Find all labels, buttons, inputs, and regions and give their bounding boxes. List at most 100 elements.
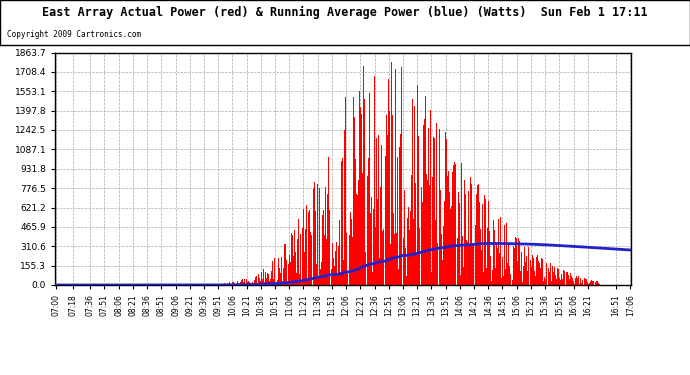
Bar	[298, 219, 299, 285]
Bar	[493, 220, 495, 285]
Bar	[295, 252, 296, 285]
Bar	[442, 260, 443, 285]
Bar	[560, 280, 561, 285]
Bar	[590, 281, 591, 285]
Bar	[582, 282, 584, 285]
Bar	[394, 234, 395, 285]
Bar	[463, 267, 464, 285]
Bar	[591, 280, 592, 285]
Bar	[375, 226, 376, 285]
Bar	[439, 196, 440, 285]
Bar	[234, 282, 235, 285]
Bar	[468, 190, 469, 285]
Bar	[511, 241, 513, 285]
Bar	[343, 260, 344, 285]
Bar	[513, 246, 514, 285]
Bar	[354, 117, 355, 285]
Bar	[559, 278, 560, 285]
Bar	[481, 250, 482, 285]
Bar	[244, 279, 245, 285]
Bar	[504, 225, 505, 285]
Bar	[419, 228, 420, 285]
Bar	[242, 279, 244, 285]
Bar	[268, 274, 269, 285]
Bar	[539, 263, 540, 285]
Bar	[533, 258, 534, 285]
Bar	[429, 185, 430, 285]
Bar	[381, 145, 382, 285]
Text: East Array Actual Power (red) & Running Average Power (blue) (Watts)  Sun Feb 1 : East Array Actual Power (red) & Running …	[42, 6, 648, 19]
Bar	[401, 67, 402, 285]
Bar	[526, 271, 528, 285]
Bar	[371, 196, 372, 285]
Bar	[410, 211, 411, 285]
Bar	[388, 79, 389, 285]
Bar	[218, 284, 219, 285]
Bar	[400, 134, 401, 285]
Bar	[264, 282, 265, 285]
Bar	[538, 261, 539, 285]
Bar	[424, 119, 425, 285]
Bar	[254, 280, 255, 285]
Bar	[212, 284, 213, 285]
Bar	[540, 268, 541, 285]
Bar	[302, 228, 303, 285]
Bar	[328, 210, 330, 285]
Bar	[342, 158, 343, 285]
Bar	[546, 261, 547, 285]
Bar	[320, 269, 321, 285]
Bar	[446, 140, 447, 285]
Text: Copyright 2009 Cartronics.com: Copyright 2009 Cartronics.com	[7, 30, 141, 39]
Bar	[426, 174, 427, 285]
Bar	[447, 176, 448, 285]
Bar	[384, 256, 386, 285]
Bar	[333, 258, 334, 285]
Bar	[544, 279, 546, 285]
Bar	[376, 138, 377, 285]
Bar	[433, 137, 434, 285]
Bar	[407, 218, 408, 285]
Bar	[552, 266, 553, 285]
Bar	[249, 282, 250, 285]
Bar	[373, 209, 374, 285]
Bar	[283, 268, 284, 285]
Bar	[315, 211, 316, 285]
Bar	[467, 242, 468, 285]
Bar	[228, 284, 229, 285]
Bar	[444, 201, 445, 285]
Bar	[516, 238, 517, 285]
Bar	[440, 190, 442, 285]
Bar	[247, 282, 248, 285]
Bar	[392, 115, 393, 285]
Bar	[455, 267, 457, 285]
Bar	[280, 273, 282, 285]
Bar	[353, 97, 354, 285]
Bar	[360, 107, 361, 285]
Bar	[489, 231, 490, 285]
Bar	[289, 255, 290, 285]
Bar	[585, 279, 586, 285]
Bar	[457, 238, 458, 285]
Bar	[229, 282, 230, 285]
Bar	[337, 274, 338, 285]
Bar	[265, 272, 266, 285]
Bar	[363, 66, 364, 285]
Bar	[366, 148, 367, 285]
Bar	[472, 245, 473, 285]
Bar	[500, 217, 501, 285]
Bar	[443, 226, 444, 285]
Bar	[284, 244, 285, 285]
Bar	[485, 200, 486, 285]
Bar	[503, 276, 504, 285]
Bar	[304, 252, 305, 285]
Bar	[514, 248, 515, 285]
Bar	[462, 236, 463, 285]
Bar	[452, 172, 453, 285]
Bar	[300, 234, 301, 285]
Bar	[422, 202, 424, 285]
Bar	[515, 237, 516, 285]
Bar	[564, 278, 566, 285]
Bar	[402, 253, 404, 285]
Bar	[445, 132, 446, 285]
Bar	[327, 194, 328, 285]
